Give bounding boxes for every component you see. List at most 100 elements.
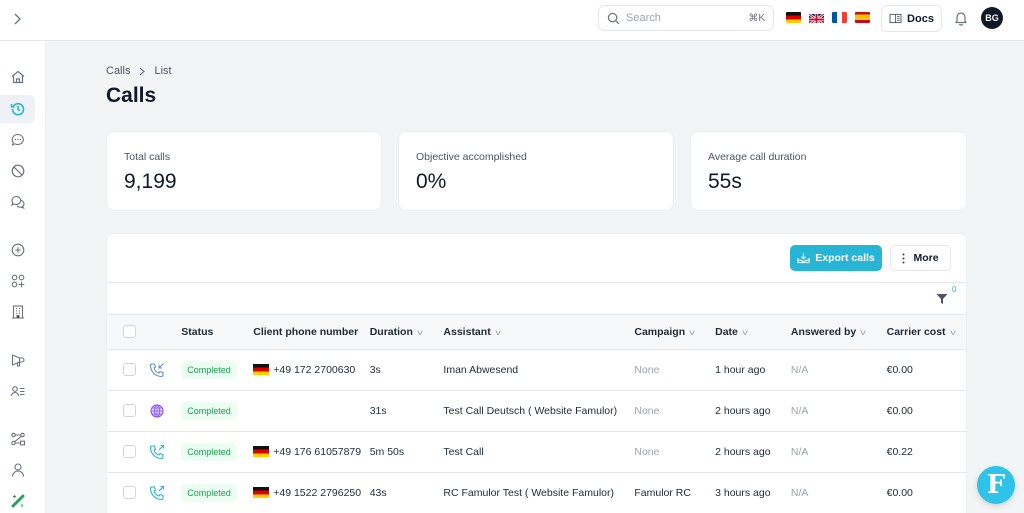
chevron-down-icon: v [860, 327, 867, 337]
notifications-button[interactable] [953, 10, 969, 26]
table-row[interactable]: Completed +49 172 2700630 3s Iman Abwese… [107, 349, 966, 390]
column-header-client-phone: Client phone number [253, 315, 370, 350]
stat-label: Total calls [124, 151, 171, 163]
filter-bar: 0 [107, 283, 966, 315]
bell-icon [955, 12, 967, 26]
carrier-cost: €0.22 [886, 445, 913, 458]
sidebar-item-conversations[interactable] [0, 188, 35, 216]
sidebar-item-calls[interactable] [0, 95, 35, 123]
row-checkbox[interactable] [123, 363, 136, 376]
stat-card-objective: Objective accomplished 0% [398, 131, 674, 211]
column-header-answered-by[interactable]: Answered by v [790, 315, 887, 350]
column-header-carrier-cost[interactable]: Carrier cost v [886, 315, 966, 350]
sidebar-item-company[interactable] [0, 298, 35, 326]
row-checkbox[interactable] [123, 445, 136, 458]
home-icon [11, 70, 24, 84]
select-all-checkbox[interactable] [123, 325, 136, 339]
stat-label: Objective accomplished [416, 151, 527, 163]
main-content: Calls List Calls Total calls 9,199 Objec… [46, 41, 1024, 513]
flag-es-icon[interactable] [855, 12, 870, 23]
stat-card-average-duration: Average call duration 55s [690, 131, 967, 211]
table-toolbar: Export calls More [107, 234, 966, 283]
status-badge: Completed [181, 360, 237, 379]
filter-icon[interactable] [936, 293, 948, 305]
chevron-right-icon [14, 13, 21, 25]
chevron-right-icon [140, 67, 146, 75]
answered-by: N/A [790, 445, 809, 458]
column-header-assistant[interactable]: Assistant v [443, 315, 635, 350]
more-vertical-icon [902, 253, 905, 263]
client-phone: +49 172 2700630 [273, 363, 356, 376]
flag-de-icon [253, 487, 270, 498]
history-icon [10, 102, 24, 116]
date: 2 hours ago [715, 445, 771, 458]
flag-fr-icon[interactable] [832, 12, 847, 23]
campaign: None [634, 404, 660, 417]
row-checkbox[interactable] [123, 404, 136, 417]
phone-outbound-icon [150, 485, 165, 500]
sidebar-item-campaigns[interactable] [0, 346, 35, 374]
table-row[interactable]: Completed +49 1522 2796250 43s RC Famulo… [107, 472, 966, 513]
stat-value: 9,199 [124, 170, 177, 193]
column-header-date[interactable]: Date v [715, 315, 791, 350]
answered-by: N/A [790, 486, 809, 499]
docs-button[interactable]: Docs [881, 5, 942, 32]
duration: 31s [369, 404, 387, 417]
sidebar-item-tools[interactable] [0, 487, 35, 513]
row-checkbox[interactable] [123, 486, 136, 499]
sidebar-item-profile[interactable] [0, 456, 35, 484]
stat-value: 0% [416, 170, 447, 193]
more-button[interactable]: More [890, 245, 951, 271]
sidebar-item-add[interactable] [0, 236, 35, 264]
assistant: Iman Abwesend [443, 363, 519, 376]
conversation-icon [10, 195, 25, 210]
campaign: None [634, 363, 660, 376]
date: 2 hours ago [715, 404, 771, 417]
sidebar-item-integrations[interactable] [0, 267, 35, 295]
status-badge: Completed [181, 401, 237, 420]
date: 1 hour ago [715, 363, 766, 376]
date: 3 hours ago [715, 486, 771, 499]
search-icon [607, 12, 620, 24]
chevron-down-icon: v [494, 327, 501, 337]
sidebar-item-home[interactable] [0, 63, 35, 91]
language-switcher [786, 12, 870, 23]
breadcrumb-calls-link[interactable]: Calls [106, 65, 131, 77]
flag-de-icon[interactable] [786, 12, 801, 23]
export-calls-label: Export calls [815, 252, 875, 264]
search-shortcut: ⌘K [748, 12, 765, 24]
export-calls-button[interactable]: Export calls [790, 245, 882, 271]
plus-circle-icon [11, 243, 24, 257]
assistant: Test Call [443, 445, 484, 458]
search-placeholder: Search [626, 12, 661, 24]
sidebar-item-automations[interactable] [0, 425, 35, 453]
book-icon [889, 13, 902, 24]
table-row[interactable]: Completed 31s Test Call Deutsch ( Websit… [107, 390, 966, 431]
sidebar-item-chats[interactable] [0, 126, 35, 154]
duration: 43s [369, 486, 387, 499]
flag-uk-icon[interactable] [809, 12, 824, 23]
user-avatar[interactable]: BG [981, 7, 1003, 29]
breadcrumb-current: List [154, 65, 172, 77]
stat-value: 55s [708, 170, 742, 193]
column-header-campaign[interactable]: Campaign v [634, 315, 716, 350]
column-header-status: Status [181, 315, 254, 350]
column-header-duration[interactable]: Duration v [369, 315, 444, 350]
user-icon [11, 463, 24, 477]
assistant: RC Famulor Test ( Website Famulor) [443, 486, 614, 499]
sidebar-item-blocked[interactable] [0, 157, 35, 185]
chevron-down-icon: v [689, 327, 695, 337]
chevron-down-icon: v [949, 327, 956, 337]
table-row[interactable]: Completed +49 176 61057879 5m 50s Test C… [107, 431, 966, 472]
expand-sidebar-button[interactable] [8, 10, 26, 28]
phone-inbound-icon [150, 362, 165, 377]
sidebar-item-contacts[interactable] [0, 377, 35, 405]
sidebar [0, 41, 46, 513]
client-phone: +49 176 61057879 [273, 445, 362, 458]
building-icon [11, 305, 24, 319]
docs-label: Docs [907, 12, 934, 25]
support-chat-button[interactable]: F [977, 466, 1015, 504]
search-input[interactable]: Search ⌘K [598, 5, 774, 31]
flag-de-icon [253, 446, 270, 457]
chevron-down-icon: v [742, 327, 748, 337]
